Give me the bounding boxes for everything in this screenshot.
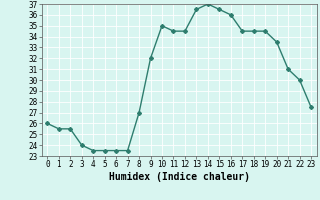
X-axis label: Humidex (Indice chaleur): Humidex (Indice chaleur) (109, 172, 250, 182)
